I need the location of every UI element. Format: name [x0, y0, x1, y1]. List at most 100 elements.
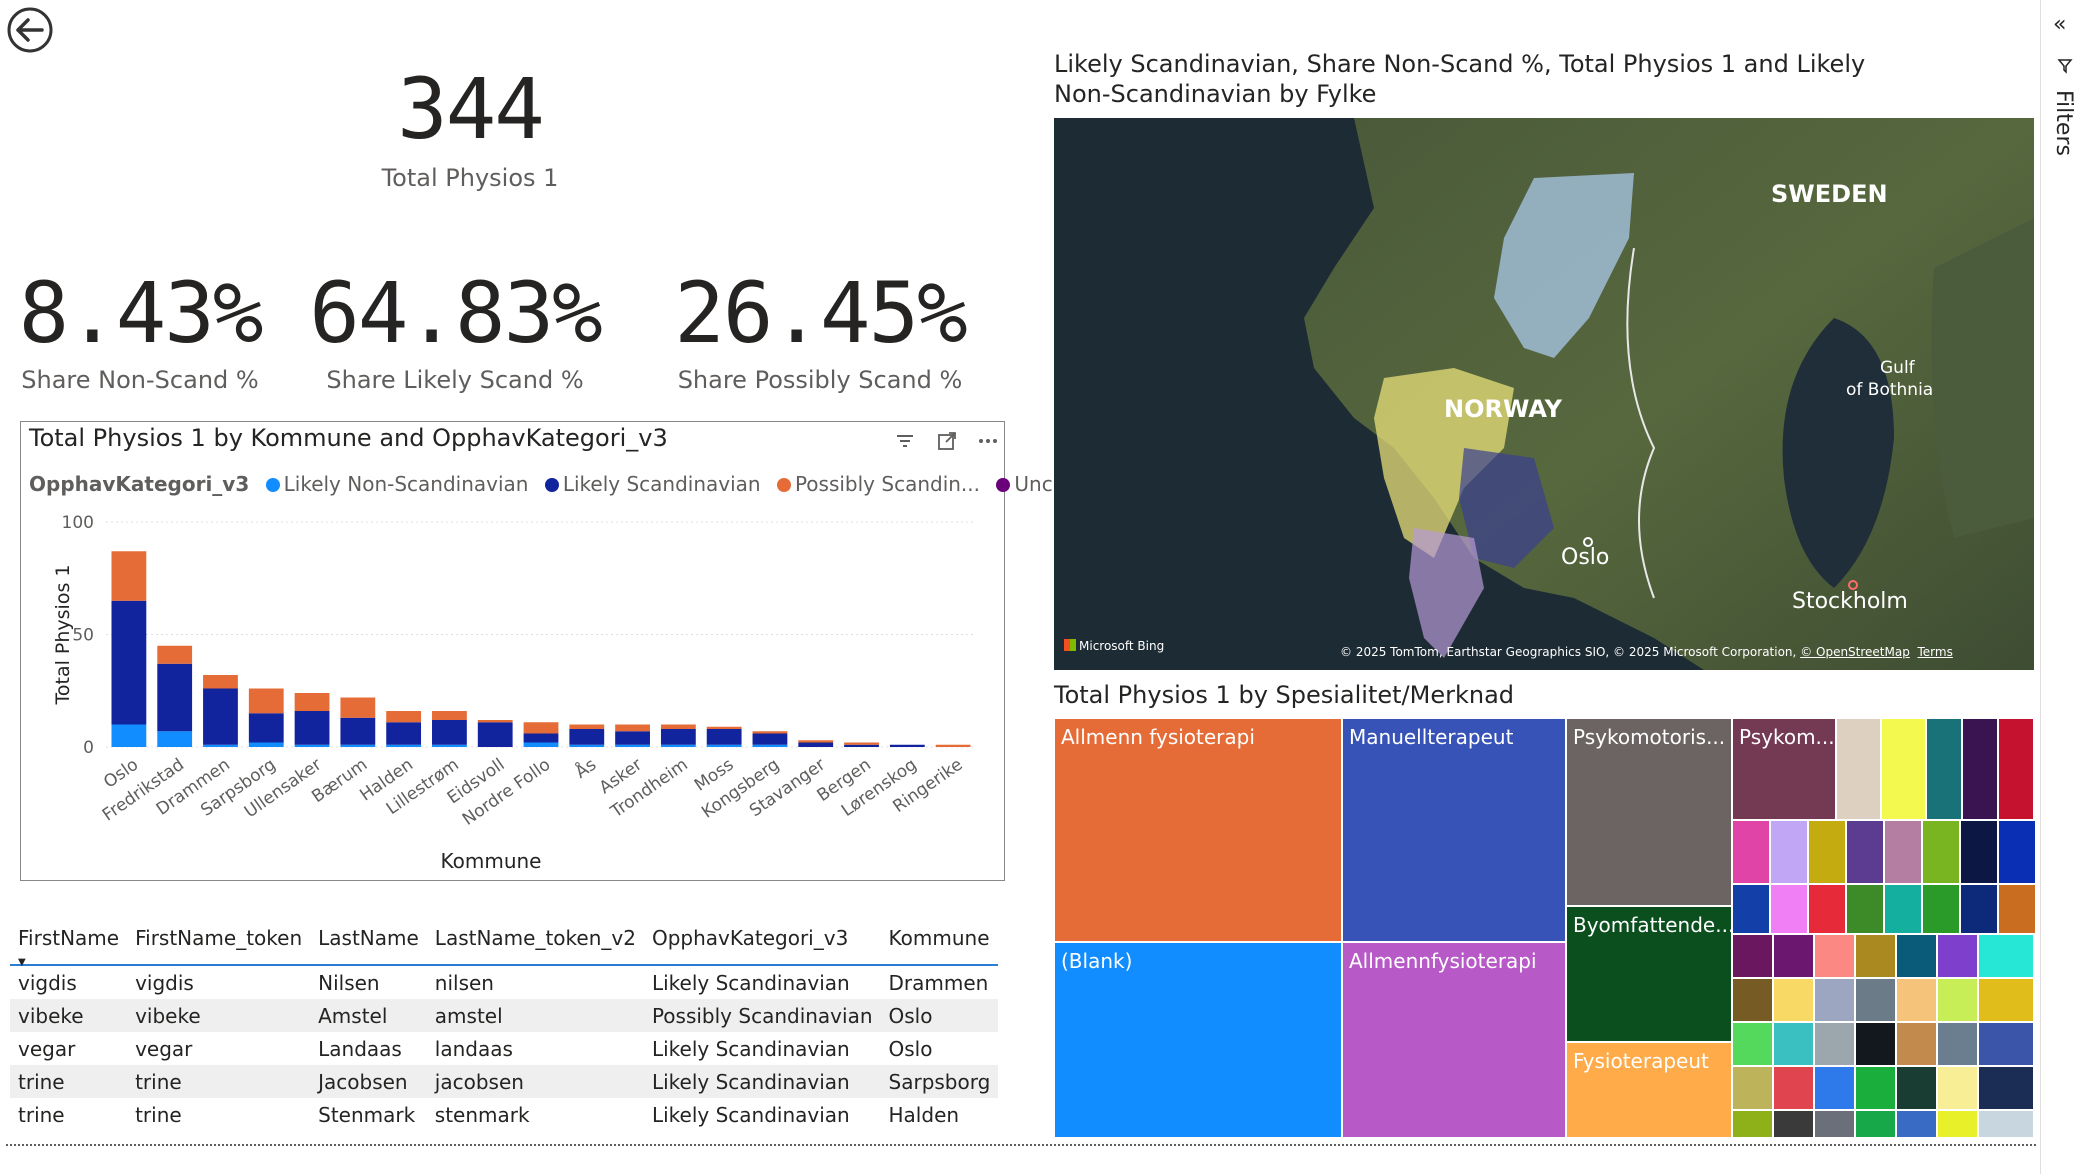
treemap-tile-small[interactable]	[1978, 1022, 2034, 1066]
treemap-tile-small[interactable]	[1937, 1110, 1978, 1138]
treemap-tile-psykom[interactable]: Psykom...	[1732, 718, 1836, 820]
treemap-tile-small[interactable]	[1896, 978, 1937, 1022]
treemap-tile-small[interactable]	[1896, 934, 1937, 978]
treemap-tile-small[interactable]	[1814, 1022, 1855, 1066]
treemap-tile-small[interactable]	[1770, 884, 1808, 934]
col-header-opphavkategori[interactable]: OpphavKategori_v3	[643, 912, 881, 966]
bar-segment	[523, 722, 559, 734]
treemap-tile-small[interactable]	[1884, 820, 1922, 884]
treemap-tile-byomfattende[interactable]: Byomfattende...	[1566, 906, 1732, 1042]
treemap-tile-small[interactable]	[1732, 1022, 1773, 1066]
col-header-kommune[interactable]: Kommune	[880, 912, 999, 966]
treemap-tile-small[interactable]	[1926, 718, 1962, 820]
table-row[interactable]: vigdis vigdis Nilsen nilsen Likely Scandinav…	[10, 965, 998, 999]
treemap-tile-small[interactable]	[1855, 1110, 1896, 1138]
treemap-tile-small[interactable]	[1998, 820, 2036, 884]
more-options-icon[interactable]	[976, 430, 1000, 452]
treemap-tile-small[interactable]	[1937, 1022, 1978, 1066]
treemap-tile-small[interactable]	[1978, 1066, 2034, 1110]
col-header-lastname-token[interactable]: LastName_token_v2	[426, 912, 644, 966]
treemap-tile-small[interactable]	[1732, 884, 1770, 934]
cell: Possibly Scandinavian	[643, 999, 881, 1032]
treemap-tile-small[interactable]	[1896, 1022, 1937, 1066]
treemap-tile-small[interactable]	[1814, 978, 1855, 1022]
osm-link[interactable]: © OpenStreetMap	[1800, 645, 1910, 659]
treemap-tile-small[interactable]	[1814, 1110, 1855, 1138]
map-visual[interactable]: SWEDEN NORWAY Gulf of Bothnia Oslo Stock…	[1054, 118, 2034, 670]
treemap-tile-small[interactable]	[1937, 934, 1978, 978]
treemap-tile-small[interactable]	[1846, 820, 1884, 884]
filters-label[interactable]: Filters	[2051, 90, 2076, 156]
filters-pane[interactable]: « Filters	[2040, 0, 2087, 1174]
bing-logo: Microsoft Bing	[1064, 639, 1164, 653]
treemap-tile-small[interactable]	[1808, 820, 1846, 884]
table-row[interactable]: trine trine Jacobsen jacobsen Likely Scandin…	[10, 1065, 999, 1098]
col-header-lastname[interactable]: LastName	[310, 912, 427, 966]
table-row[interactable]: vegar vegar Landaas landaas Likely Scandinav…	[10, 1032, 998, 1065]
cell: stenmark	[434, 1102, 530, 1127]
treemap-tile-small[interactable]	[1773, 1022, 1814, 1066]
treemap-tile-psykomotoris[interactable]: Psykomotoris...	[1566, 718, 1732, 906]
treemap-tile-small[interactable]	[1978, 1110, 2034, 1138]
legend-item-non-scand[interactable]: Likely Non-Scandinavian	[256, 472, 528, 496]
treemap-tile-fysioterapeut[interactable]: Fysioterapeut	[1566, 1042, 1732, 1138]
bar-segment	[844, 742, 879, 745]
treemap-tile-small[interactable]	[1960, 820, 1998, 884]
treemap-tile-small[interactable]	[1978, 934, 2034, 978]
table-row[interactable]: vibeke vibeke Amstel amstel Possibly Scandin…	[10, 999, 999, 1032]
treemap-tile-small[interactable]	[1808, 884, 1846, 934]
treemap-tile-small[interactable]	[1937, 978, 1978, 1022]
expand-pane-icon[interactable]: «	[2053, 12, 2067, 37]
treemap-tile-small[interactable]	[1773, 934, 1814, 978]
back-button[interactable]	[6, 6, 54, 54]
focus-mode-icon[interactable]	[936, 430, 958, 452]
bar-segment	[569, 744, 605, 747]
treemap-tile-small[interactable]	[1998, 718, 2034, 820]
filter-icon[interactable]	[894, 430, 916, 452]
treemap-tile-small[interactable]	[1773, 978, 1814, 1022]
treemap-tile-small[interactable]	[1732, 1110, 1773, 1138]
table-row[interactable]: trine trine Stenmark stenmark Likely Scandin…	[10, 1098, 998, 1131]
col-header-firstname-token[interactable]: FirstName_token	[127, 912, 311, 966]
treemap-tile-small[interactable]	[1836, 718, 1881, 820]
treemap-tile-small[interactable]	[1855, 1066, 1896, 1110]
treemap-tile-small[interactable]	[1884, 884, 1922, 934]
treemap-tile-small[interactable]	[1732, 820, 1770, 884]
treemap-tile-allmenn-fysioterapi[interactable]: Allmenn fysioterapi	[1054, 718, 1342, 942]
treemap-tile-small[interactable]	[1881, 718, 1926, 820]
treemap-tile-small[interactable]	[1896, 1110, 1937, 1138]
bar-segment	[203, 688, 238, 745]
treemap-tile-blank[interactable]: (Blank)	[1054, 942, 1342, 1138]
treemap-tile-small[interactable]	[1814, 934, 1855, 978]
treemap-tile-small[interactable]	[1960, 884, 1998, 934]
bar-chart-visual[interactable]: Total Physios 1 by Kommune and OpphavKat…	[20, 421, 1091, 881]
treemap-tile-small[interactable]	[1773, 1110, 1814, 1138]
col-header-firstname[interactable]: FirstName ▼	[10, 912, 128, 968]
treemap-tile-small[interactable]	[1962, 718, 1998, 820]
treemap-visual[interactable]: Allmenn fysioterapi (Blank) Manuellterap…	[1054, 718, 2036, 1138]
legend-item-likely-scand[interactable]: Likely Scandinavian	[535, 472, 761, 496]
treemap-tile-small[interactable]	[1998, 884, 2036, 934]
bar-segment	[569, 724, 605, 729]
treemap-tile-small[interactable]	[1855, 934, 1896, 978]
treemap-tile-small[interactable]	[1846, 884, 1884, 934]
treemap-tile-small[interactable]	[1937, 1066, 1978, 1110]
bar-segment	[157, 731, 193, 747]
bar-segment	[523, 733, 559, 743]
legend-item-possibly-scand[interactable]: Possibly Scandin...	[767, 472, 980, 496]
treemap-tile-small[interactable]	[1732, 978, 1773, 1022]
treemap-tile-small[interactable]	[1773, 1066, 1814, 1110]
treemap-tile-manuellterapeut[interactable]: Manuellterapeut	[1342, 718, 1566, 942]
terms-link[interactable]: Terms	[1917, 645, 1953, 659]
treemap-tile-small[interactable]	[1855, 978, 1896, 1022]
treemap-tile-small[interactable]	[1855, 1022, 1896, 1066]
treemap-tile-small[interactable]	[1770, 820, 1808, 884]
treemap-tile-small[interactable]	[1732, 1066, 1773, 1110]
treemap-tile-small[interactable]	[1922, 884, 1960, 934]
treemap-tile-small[interactable]	[1732, 934, 1773, 978]
treemap-tile-allmennfysioterapi[interactable]: Allmennfysioterapi	[1342, 942, 1566, 1138]
treemap-tile-small[interactable]	[1978, 978, 2034, 1022]
treemap-tile-small[interactable]	[1814, 1066, 1855, 1110]
treemap-tile-small[interactable]	[1922, 820, 1960, 884]
treemap-tile-small[interactable]	[1896, 1066, 1937, 1110]
